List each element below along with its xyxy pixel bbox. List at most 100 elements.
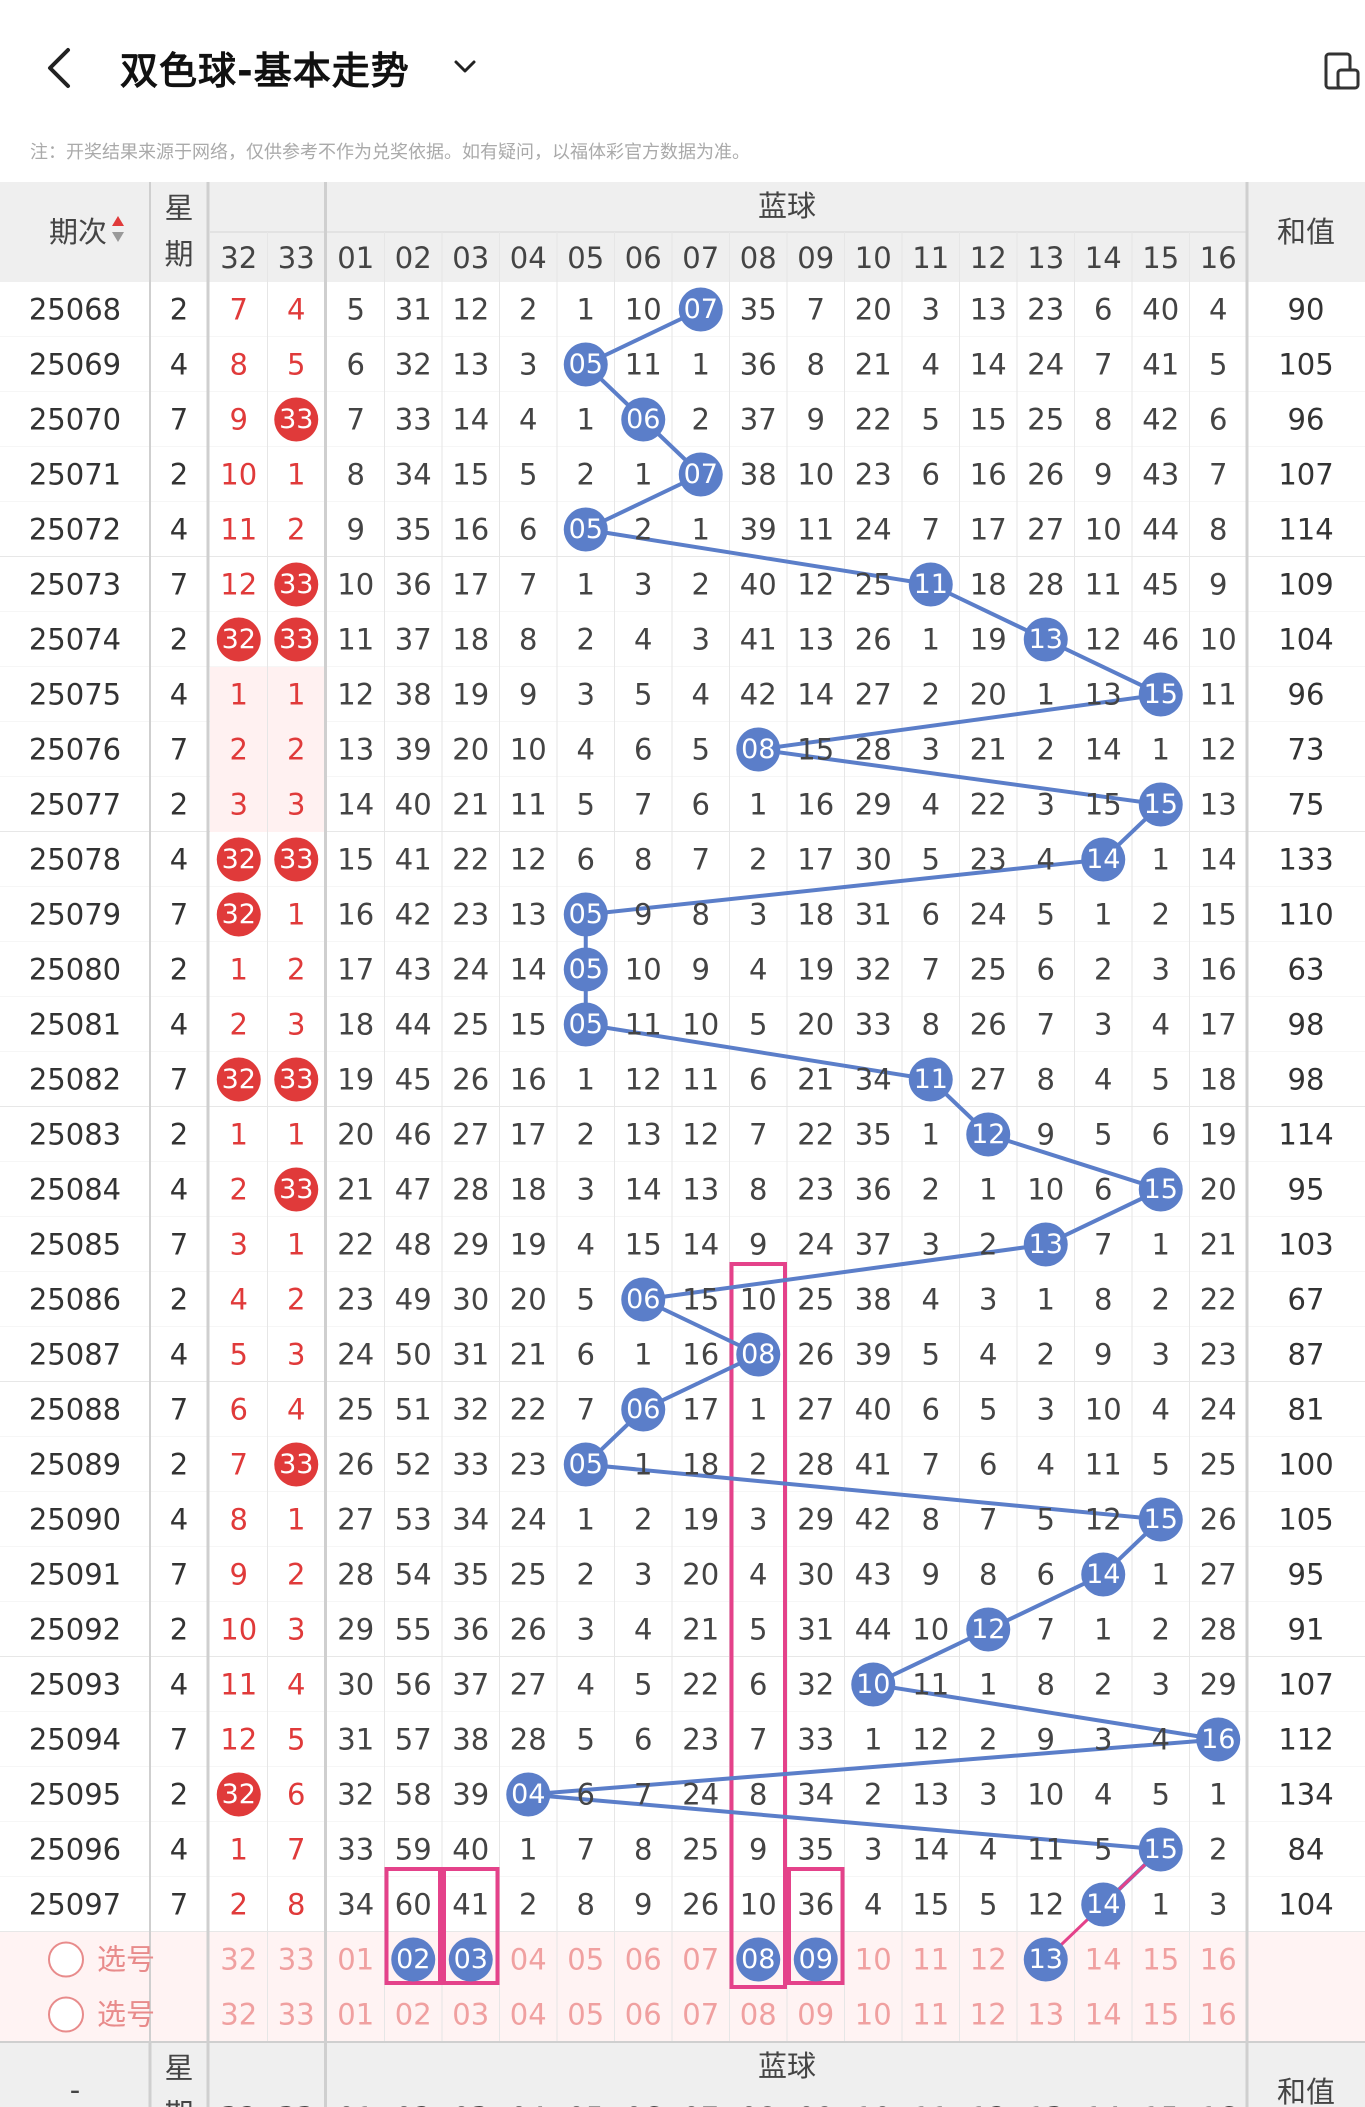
picker-number[interactable]: 07	[682, 1943, 719, 1977]
picker-number[interactable]: 02	[395, 1998, 432, 2032]
blue-ball	[1196, 1717, 1241, 1762]
blue-miss-cell: 41	[1142, 348, 1179, 382]
blue-miss-cell: 14	[682, 1228, 719, 1262]
picker-selected-ball[interactable]	[391, 1937, 436, 1982]
picker-number[interactable]: 12	[970, 1998, 1007, 2032]
picker-red-number[interactable]: 32	[220, 1998, 257, 2032]
split-screen-icon[interactable]	[1322, 50, 1362, 94]
picker-number[interactable]: 08	[740, 1998, 777, 2032]
picker-number[interactable]: 13	[1027, 1998, 1064, 2032]
blue-miss-cell: 12	[682, 1118, 719, 1152]
blue-miss-cell: 33	[395, 403, 432, 437]
picker-number[interactable]: 10	[855, 1998, 892, 2032]
picker-selected-number[interactable]: 13	[1029, 1944, 1063, 1975]
picker-red-number[interactable]: 33	[278, 1998, 315, 2032]
blue-miss-cell: 36	[395, 568, 432, 602]
picker-selected-number[interactable]: 03	[454, 1944, 488, 1975]
picker-number[interactable]: 11	[912, 1943, 949, 1977]
blue-ball-number: 07	[684, 459, 718, 490]
blue-ball-number: 07	[684, 294, 718, 325]
picker-number[interactable]: 14	[1085, 1998, 1122, 2032]
blue-miss-cell: 25	[452, 1008, 489, 1042]
picker-number[interactable]: 09	[797, 1998, 834, 2032]
blue-miss-cell: 26	[855, 623, 892, 657]
col-period-header[interactable]: 期次	[49, 215, 107, 249]
picker-selected-ball[interactable]	[793, 1937, 838, 1982]
blue-ball	[736, 1332, 781, 1377]
red-ball-number: 33	[279, 1449, 313, 1480]
sort-up-icon[interactable]	[112, 216, 124, 226]
picker-number[interactable]: 06	[625, 1998, 662, 2032]
picker-bg	[0, 1932, 1365, 2042]
picker-number[interactable]: 01	[337, 1943, 374, 1977]
period-cell: 25069	[29, 348, 121, 382]
picker-number[interactable]: 01	[337, 1998, 374, 2032]
blue-miss-cell: 4	[577, 1668, 595, 1702]
picker-red-number[interactable]: 33	[278, 1943, 315, 1977]
picker-number[interactable]: 07	[682, 1998, 719, 2032]
blue-ball-number: 15	[1144, 1834, 1178, 1865]
picker-number[interactable]: 03	[452, 1998, 489, 2032]
blue-miss-cell: 3	[1152, 953, 1170, 987]
blue-ball	[563, 507, 608, 552]
picker-number[interactable]: 16	[1200, 1943, 1237, 1977]
blue-miss-cell: 23	[1200, 1338, 1237, 1372]
picker-number[interactable]: 15	[1142, 1998, 1179, 2032]
blue-miss-cell: 10	[740, 1283, 777, 1317]
blue-miss-cell: 8	[1094, 1283, 1112, 1317]
blue-ball-number: 15	[1144, 789, 1178, 820]
picker-selected-ball[interactable]	[448, 1937, 493, 1982]
back-arrow-icon[interactable]	[40, 44, 80, 92]
red-miss-cell: 3	[230, 788, 248, 822]
blue-miss-cell: 3	[922, 293, 940, 327]
blue-miss-cell: 1	[979, 1668, 997, 1702]
picker-number[interactable]: 12	[970, 1943, 1007, 1977]
picker-number[interactable]: 16	[1200, 1998, 1237, 2032]
blue-miss-cell: 35	[797, 1833, 834, 1867]
picker-number[interactable]: 10	[855, 1943, 892, 1977]
picker-number[interactable]: 14	[1085, 1943, 1122, 1977]
blue-miss-cell: 9	[922, 1558, 940, 1592]
picker-number[interactable]: 05	[567, 1943, 604, 1977]
picker-label[interactable]: 选号	[97, 1998, 155, 2032]
sort-down-icon[interactable]	[112, 232, 124, 242]
blue-miss-cell: 2	[979, 1228, 997, 1262]
blue-ball	[621, 1277, 666, 1322]
footer-blue-col-label: 05	[567, 2101, 604, 2107]
picker-radio[interactable]	[48, 1941, 84, 1978]
picker-selected-ball[interactable]	[1023, 1937, 1068, 1982]
blue-miss-cell: 8	[1094, 403, 1112, 437]
blue-miss-cell: 7	[749, 1118, 767, 1152]
blue-miss-cell: 20	[510, 1283, 547, 1317]
blue-ball-number: 10	[856, 1669, 890, 1700]
red-miss-cell: 1	[287, 678, 305, 712]
blue-col-label: 09	[797, 241, 834, 275]
picker-number[interactable]: 06	[625, 1943, 662, 1977]
chevron-down-icon[interactable]	[448, 52, 482, 82]
picker-selected-number[interactable]: 02	[396, 1944, 430, 1975]
picker-number[interactable]: 04	[510, 1998, 547, 2032]
picker-number[interactable]: 11	[912, 1998, 949, 2032]
picker-selected-number[interactable]: 08	[741, 1944, 775, 1975]
blue-miss-cell: 10	[1027, 1173, 1064, 1207]
blue-miss-cell: 4	[922, 348, 940, 382]
period-cell: 25072	[29, 513, 121, 547]
picker-red-number[interactable]: 32	[220, 1943, 257, 1977]
picker-number[interactable]: 15	[1142, 1943, 1179, 1977]
blue-miss-cell: 25	[682, 1833, 719, 1867]
blue-miss-cell: 20	[337, 1118, 374, 1152]
blue-miss-cell: 4	[749, 953, 767, 987]
picker-radio[interactable]	[48, 1996, 84, 2033]
footer-blue-col-label: 16	[1200, 2101, 1237, 2107]
sum-cell: 107	[1278, 1668, 1333, 1702]
picker-label[interactable]: 选号	[97, 1943, 155, 1977]
picker-selected-number[interactable]: 09	[799, 1944, 833, 1975]
blue-miss-cell: 23	[337, 1283, 374, 1317]
blue-miss-cell: 53	[395, 1503, 432, 1537]
blue-miss-cell: 21	[510, 1338, 547, 1372]
picker-selected-ball[interactable]	[736, 1937, 781, 1982]
sum-cell: 84	[1288, 1833, 1325, 1867]
picker-number[interactable]: 04	[510, 1943, 547, 1977]
blue-miss-cell: 16	[970, 458, 1007, 492]
picker-number[interactable]: 05	[567, 1998, 604, 2032]
